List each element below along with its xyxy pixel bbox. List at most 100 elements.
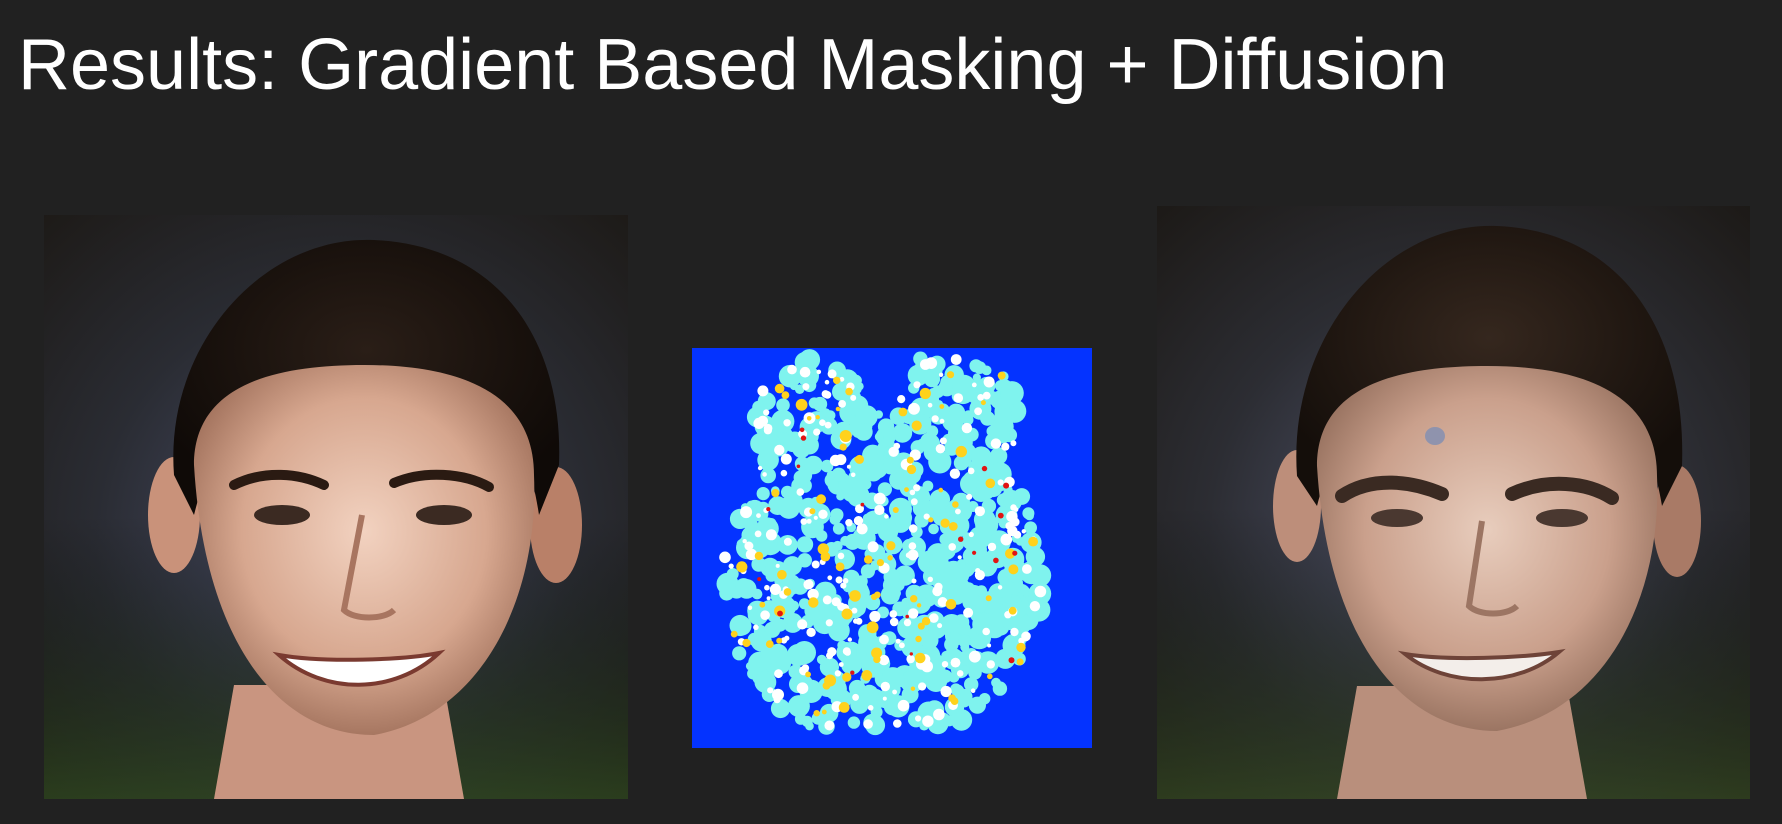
mask-speckle — [853, 516, 864, 526]
mask-speckle — [802, 383, 810, 391]
mask-speckle — [914, 652, 926, 664]
mask-speckle — [889, 497, 912, 521]
mask-speckle — [956, 616, 966, 625]
mask-speckle — [874, 410, 883, 419]
mask-speckle — [949, 468, 961, 479]
mask-speckle — [805, 671, 811, 678]
mask-speckle — [897, 699, 910, 712]
mask-speckle — [850, 472, 856, 478]
mask-speckle — [877, 521, 899, 542]
mask-speckle — [889, 610, 898, 618]
mask-speckle — [938, 372, 944, 377]
mask-speckle — [839, 376, 845, 382]
mask-speckle — [813, 428, 821, 436]
mask-speckle — [882, 696, 887, 701]
mask-speckle — [911, 420, 922, 431]
mask-speckle — [928, 517, 934, 523]
mask-speckle — [1016, 658, 1024, 666]
mask-speckle — [819, 419, 826, 426]
mask-speckle — [753, 417, 765, 429]
mask-speckle — [893, 719, 902, 728]
mask-speckle — [952, 374, 976, 399]
mask-speckle — [766, 507, 771, 512]
mask-speckle — [982, 627, 990, 636]
mask-speckle — [884, 514, 889, 519]
mask-speckle — [771, 409, 795, 433]
mask-speckle — [937, 597, 948, 607]
mask-speckle — [889, 617, 899, 627]
mask-speckle — [923, 513, 930, 520]
mask-speckle — [913, 484, 921, 492]
mask-speckle — [971, 382, 977, 388]
mask-speckle — [806, 518, 812, 524]
mask-speckle — [835, 562, 845, 572]
mask-speckle — [839, 443, 847, 451]
mask-speckle — [873, 492, 886, 505]
mask-speckle — [874, 591, 881, 599]
mask-speckle — [780, 469, 788, 477]
mask-speckle — [751, 557, 767, 572]
mask-speckle — [835, 406, 841, 412]
mask-speckle — [774, 499, 791, 516]
mask-speckle — [962, 414, 974, 426]
mask-speckle — [907, 364, 929, 386]
mask-speckle — [927, 402, 933, 408]
mask-speckle — [769, 583, 781, 595]
mask-speckle — [812, 396, 828, 412]
mask-speckle — [929, 613, 939, 623]
mask-speckle — [852, 693, 859, 701]
mask-speckle — [831, 467, 846, 482]
mask-speckle — [839, 430, 852, 442]
mask-speckle — [869, 610, 881, 623]
mask-speckle — [958, 536, 964, 542]
mask-speckle — [1005, 522, 1014, 530]
mask-speckle — [939, 404, 945, 409]
mask-speckle — [1016, 642, 1026, 653]
mask-speckle — [948, 543, 956, 551]
mask-speckle — [827, 479, 839, 492]
mask-speckle — [826, 470, 836, 480]
mask-speckle — [911, 578, 917, 584]
original-face-drawing — [44, 215, 628, 799]
mask-speckle — [775, 563, 780, 568]
mask-speckle — [908, 402, 920, 415]
mask-speckle — [787, 617, 800, 630]
mask-speckle — [921, 660, 933, 673]
mask-speckle — [903, 618, 912, 627]
mask-speckle — [783, 433, 802, 453]
mask-speckle — [1029, 564, 1052, 587]
mask-speckle — [766, 596, 771, 601]
mask-speckle — [1034, 585, 1047, 598]
mask-speckle — [874, 432, 884, 442]
mask-speckle — [882, 656, 887, 661]
mask-speckle — [728, 563, 734, 569]
mask-speckle — [1008, 564, 1019, 575]
mask-speckle — [909, 652, 913, 656]
mask-speckle — [870, 706, 883, 718]
mask-speckle — [847, 716, 861, 729]
mask-speckle — [919, 597, 929, 606]
mask-speckle — [765, 529, 777, 541]
mask-speckle — [914, 451, 920, 456]
mask-speckle — [941, 661, 949, 668]
mask-speckle — [879, 634, 889, 645]
mask-speckle — [806, 627, 816, 637]
mask-speckle — [818, 509, 828, 519]
mask-speckle — [795, 398, 808, 411]
mask-speckle — [970, 688, 976, 693]
mask-speckle — [992, 681, 1008, 696]
mask-speckle — [829, 513, 841, 525]
mask-speckle — [907, 549, 919, 561]
mask-speckle — [796, 488, 805, 496]
mask-speckle — [975, 513, 999, 537]
mask-speckle — [946, 631, 962, 647]
mask-speckle — [796, 464, 801, 469]
mask-speckle — [800, 518, 808, 525]
mask-speckle — [871, 647, 883, 659]
mask-speckle — [834, 670, 842, 677]
mask-speckle — [1008, 657, 1015, 664]
mask-speckle — [1025, 547, 1046, 567]
mask-speckle — [975, 601, 987, 613]
mask-speckle — [842, 578, 849, 584]
mask-speckle — [927, 388, 940, 400]
